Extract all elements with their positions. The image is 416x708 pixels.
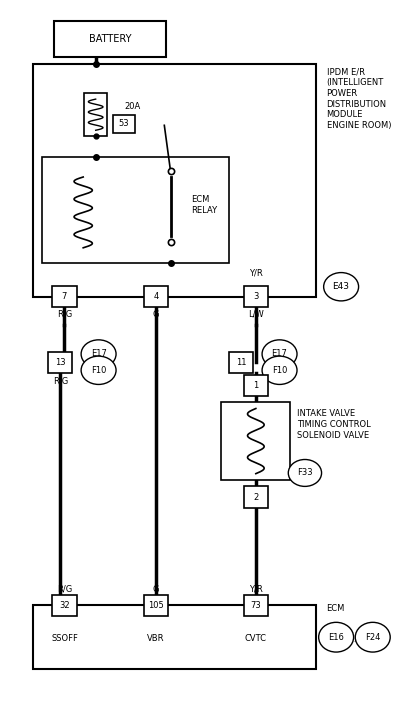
- Text: 3: 3: [253, 292, 258, 301]
- Text: E43: E43: [333, 282, 349, 291]
- Text: 53: 53: [119, 120, 129, 128]
- Text: 2: 2: [253, 493, 258, 501]
- Text: G: G: [153, 585, 159, 593]
- Text: 32: 32: [59, 601, 70, 610]
- FancyBboxPatch shape: [113, 115, 135, 133]
- FancyBboxPatch shape: [33, 64, 316, 297]
- FancyBboxPatch shape: [48, 352, 72, 373]
- Text: F24: F24: [365, 633, 380, 641]
- FancyBboxPatch shape: [144, 286, 168, 307]
- Text: CVTC: CVTC: [245, 634, 267, 643]
- FancyBboxPatch shape: [221, 402, 290, 480]
- Text: ,: ,: [353, 634, 356, 643]
- FancyBboxPatch shape: [229, 352, 253, 373]
- Ellipse shape: [319, 622, 354, 652]
- Text: 73: 73: [250, 601, 261, 610]
- Text: F10: F10: [91, 366, 106, 375]
- Text: SSOFF: SSOFF: [51, 634, 78, 643]
- FancyBboxPatch shape: [244, 595, 268, 616]
- Ellipse shape: [288, 459, 322, 486]
- FancyBboxPatch shape: [244, 486, 268, 508]
- Text: E17: E17: [91, 350, 106, 358]
- FancyBboxPatch shape: [84, 93, 107, 136]
- Text: INTAKE VALVE
TIMING CONTROL
SOLENOID VALVE: INTAKE VALVE TIMING CONTROL SOLENOID VAL…: [297, 409, 371, 440]
- FancyBboxPatch shape: [52, 595, 77, 616]
- Text: 4: 4: [154, 292, 158, 301]
- Text: R/G: R/G: [57, 310, 72, 319]
- Text: G: G: [153, 310, 159, 319]
- Text: 7: 7: [62, 292, 67, 301]
- FancyBboxPatch shape: [33, 605, 316, 669]
- Ellipse shape: [324, 273, 359, 301]
- Text: 105: 105: [148, 601, 164, 610]
- Text: 11: 11: [236, 358, 247, 367]
- Text: E16: E16: [328, 633, 344, 641]
- Text: ECM
RELAY: ECM RELAY: [191, 195, 218, 215]
- Text: F33: F33: [297, 469, 313, 477]
- Ellipse shape: [81, 340, 116, 368]
- Ellipse shape: [355, 622, 390, 652]
- Text: ECM: ECM: [327, 605, 345, 613]
- Text: BATTERY: BATTERY: [89, 34, 131, 44]
- FancyBboxPatch shape: [54, 21, 166, 57]
- Text: R/G: R/G: [53, 377, 68, 385]
- Text: L/W: L/W: [248, 377, 264, 385]
- Text: 1: 1: [253, 382, 258, 390]
- Text: R/G: R/G: [57, 585, 72, 593]
- Text: F10: F10: [272, 366, 287, 375]
- FancyBboxPatch shape: [42, 157, 229, 263]
- Text: VBR: VBR: [147, 634, 165, 643]
- FancyBboxPatch shape: [244, 375, 268, 396]
- FancyBboxPatch shape: [52, 286, 77, 307]
- Text: Y/R: Y/R: [249, 585, 263, 593]
- Text: Y/R: Y/R: [249, 268, 263, 277]
- Ellipse shape: [262, 356, 297, 384]
- Ellipse shape: [81, 356, 116, 384]
- Text: IPDM E/R
(INTELLIGENT
POWER
DISTRIBUTION
MODULE
ENGINE ROOM): IPDM E/R (INTELLIGENT POWER DISTRIBUTION…: [327, 67, 391, 130]
- Text: E17: E17: [272, 350, 287, 358]
- Text: 13: 13: [55, 358, 66, 367]
- FancyBboxPatch shape: [244, 286, 268, 307]
- Ellipse shape: [262, 340, 297, 368]
- FancyBboxPatch shape: [144, 595, 168, 616]
- Text: 20A: 20A: [124, 102, 140, 110]
- Text: L/W: L/W: [248, 310, 264, 319]
